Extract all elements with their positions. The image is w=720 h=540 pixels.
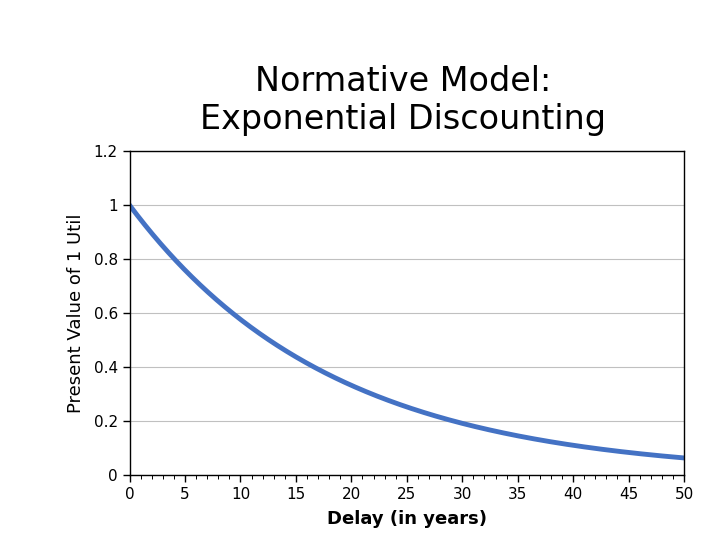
Y-axis label: Present Value of 1 Util: Present Value of 1 Util [67,213,85,413]
X-axis label: Delay (in years): Delay (in years) [327,510,487,528]
Text: Normative Model:
Exponential Discounting: Normative Model: Exponential Discounting [200,65,606,136]
